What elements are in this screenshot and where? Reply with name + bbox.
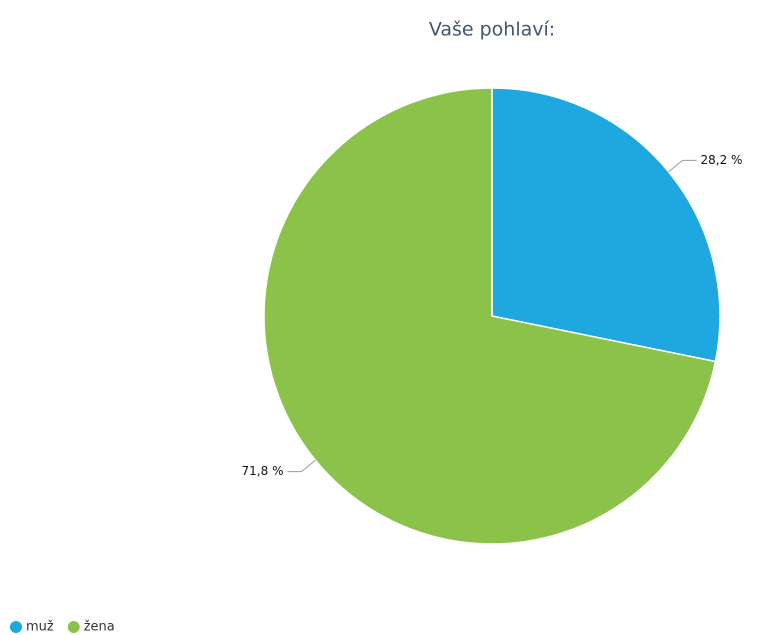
legend-label: žena [84,620,115,635]
label-connector [668,159,697,173]
data-label: 71,8 % [242,464,284,478]
pie-slice [491,87,721,363]
legend-label: muž [26,620,54,635]
legend-symbol [10,621,22,633]
label-connector [287,459,316,473]
pie-slice [263,87,717,545]
legend-symbol [67,621,80,633]
chart-title: Vaše pohlaví: [429,19,555,41]
data-label: 28,2 % [701,153,743,167]
